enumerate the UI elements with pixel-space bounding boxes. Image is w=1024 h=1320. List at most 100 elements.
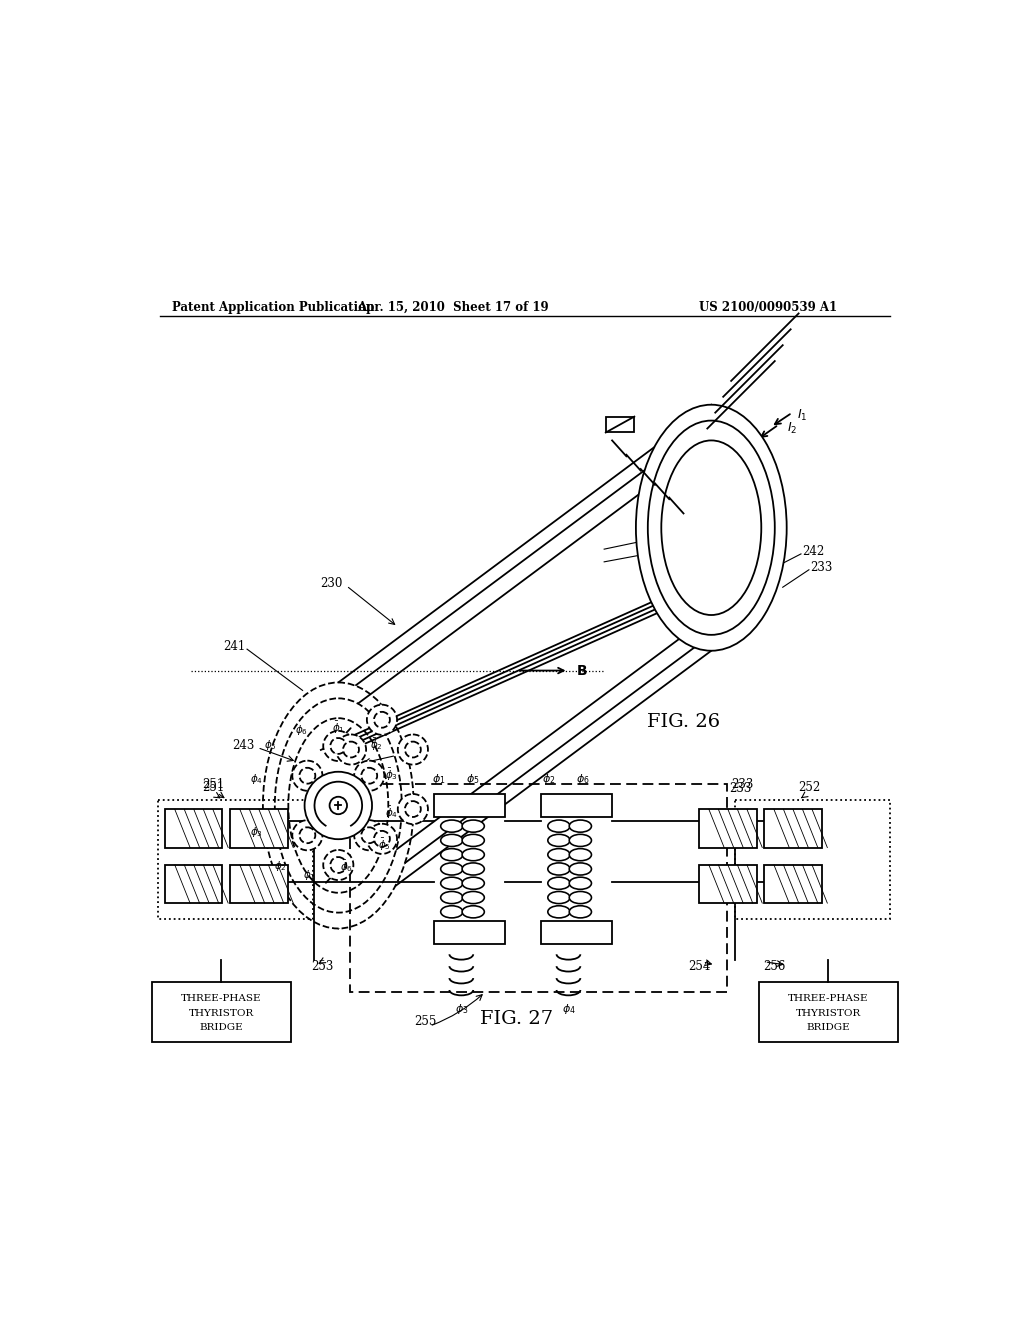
Bar: [230, 865, 288, 903]
Text: $\phi_4$: $\phi_4$: [250, 772, 263, 787]
Bar: [158, 800, 313, 919]
Ellipse shape: [569, 891, 592, 904]
Ellipse shape: [440, 820, 463, 832]
Ellipse shape: [404, 801, 421, 817]
Ellipse shape: [374, 830, 390, 846]
Ellipse shape: [263, 682, 414, 928]
Ellipse shape: [343, 742, 359, 758]
Ellipse shape: [440, 878, 463, 890]
Bar: [765, 865, 821, 903]
Ellipse shape: [330, 797, 347, 814]
Bar: [735, 800, 890, 919]
Text: $\phi_3$: $\phi_3$: [250, 825, 263, 838]
Ellipse shape: [354, 760, 384, 791]
Text: $\mathbf{B}$: $\mathbf{B}$: [577, 664, 588, 677]
Ellipse shape: [462, 863, 484, 875]
Text: $\phi_4$: $\phi_4$: [561, 1002, 575, 1016]
Text: Patent Application Publication: Patent Application Publication: [172, 301, 374, 314]
Bar: [606, 417, 634, 433]
Ellipse shape: [662, 441, 761, 615]
Text: 231: 231: [640, 550, 663, 564]
Text: 242: 242: [803, 545, 824, 558]
Text: $\bar{\phi}_6$: $\bar{\phi}_6$: [340, 859, 353, 875]
Ellipse shape: [336, 793, 367, 824]
Text: THYRISTOR: THYRISTOR: [796, 1008, 861, 1018]
Ellipse shape: [336, 734, 367, 764]
Ellipse shape: [548, 878, 570, 890]
Text: FIG. 26: FIG. 26: [647, 713, 720, 731]
Bar: [433, 793, 505, 817]
Text: $\phi_1$: $\phi_1$: [432, 772, 445, 785]
Ellipse shape: [636, 405, 786, 651]
Bar: [699, 809, 757, 847]
Text: 252: 252: [798, 780, 820, 793]
Ellipse shape: [462, 834, 484, 846]
Text: 230: 230: [319, 577, 342, 590]
Ellipse shape: [548, 849, 570, 861]
Text: FIG. 27: FIG. 27: [480, 1010, 553, 1028]
Ellipse shape: [440, 891, 463, 904]
Text: $I_2$: $I_2$: [786, 421, 797, 436]
Ellipse shape: [374, 711, 390, 727]
Text: $\phi_5$: $\phi_5$: [264, 738, 278, 752]
Text: $\bar{\phi}_5$: $\bar{\phi}_5$: [378, 837, 391, 853]
Bar: [350, 784, 727, 991]
Ellipse shape: [462, 820, 484, 832]
Text: BRIDGE: BRIDGE: [807, 1023, 850, 1032]
Text: 233: 233: [731, 777, 754, 791]
Bar: [541, 920, 612, 944]
Text: THREE-PHASE: THREE-PHASE: [181, 994, 261, 1003]
Ellipse shape: [343, 801, 359, 817]
Text: BRIDGE: BRIDGE: [200, 1023, 243, 1032]
Text: 253: 253: [311, 960, 334, 973]
Ellipse shape: [367, 824, 397, 854]
Text: $\phi_6$: $\phi_6$: [295, 723, 308, 737]
Ellipse shape: [548, 820, 570, 832]
Ellipse shape: [324, 731, 353, 762]
Ellipse shape: [397, 793, 428, 824]
Text: $\phi_1$: $\phi_1$: [303, 867, 316, 882]
Ellipse shape: [304, 772, 372, 840]
Ellipse shape: [361, 828, 377, 843]
Text: $\phi_3$: $\phi_3$: [455, 1002, 468, 1016]
Text: $\bar{\phi}_2$: $\bar{\phi}_2$: [370, 737, 383, 754]
Text: $\phi_5$: $\phi_5$: [466, 772, 480, 785]
Bar: [433, 920, 505, 944]
Ellipse shape: [324, 850, 353, 880]
Ellipse shape: [397, 734, 428, 764]
Ellipse shape: [569, 878, 592, 890]
Ellipse shape: [361, 768, 377, 784]
Ellipse shape: [648, 421, 775, 635]
Ellipse shape: [462, 878, 484, 890]
Bar: [165, 809, 222, 847]
Ellipse shape: [462, 849, 484, 861]
Text: $\bar{\phi}_4$: $\bar{\phi}_4$: [385, 805, 398, 821]
Text: 251: 251: [202, 779, 224, 791]
Bar: [152, 982, 291, 1041]
Text: US 2100/0090539 A1: US 2100/0090539 A1: [699, 301, 838, 314]
Ellipse shape: [404, 742, 421, 758]
Bar: [541, 793, 612, 817]
Ellipse shape: [462, 891, 484, 904]
Text: $\bar{\phi}_3$: $\bar{\phi}_3$: [385, 767, 398, 783]
Ellipse shape: [569, 906, 592, 917]
Ellipse shape: [440, 863, 463, 875]
Ellipse shape: [354, 820, 384, 850]
Ellipse shape: [367, 705, 397, 735]
Ellipse shape: [548, 906, 570, 917]
Text: Apr. 15, 2010  Sheet 17 of 19: Apr. 15, 2010 Sheet 17 of 19: [357, 301, 549, 314]
Ellipse shape: [292, 820, 323, 850]
Text: THREE-PHASE: THREE-PHASE: [788, 994, 868, 1003]
Text: 241: 241: [223, 640, 246, 653]
Ellipse shape: [548, 891, 570, 904]
Ellipse shape: [440, 906, 463, 917]
Text: 233: 233: [811, 561, 833, 574]
Ellipse shape: [331, 738, 346, 754]
Text: 254: 254: [688, 960, 711, 973]
Text: 244: 244: [397, 747, 420, 760]
Text: 251: 251: [203, 780, 225, 793]
Ellipse shape: [569, 820, 592, 832]
Ellipse shape: [569, 834, 592, 846]
Ellipse shape: [299, 828, 315, 843]
Text: $\phi_2$: $\phi_2$: [542, 772, 555, 785]
